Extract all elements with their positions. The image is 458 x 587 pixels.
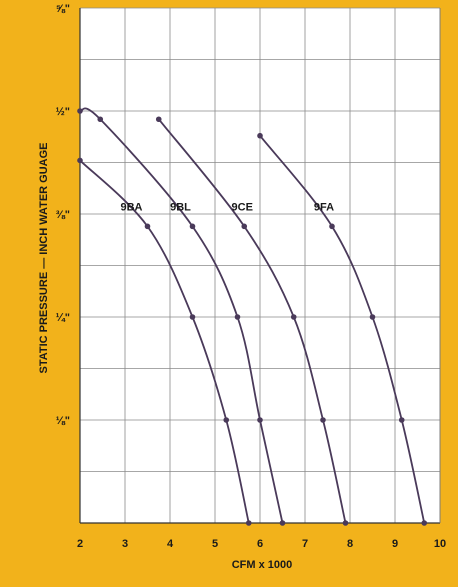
y-axis-label: STATIC PRESSURE — INCH WATER GUAGE bbox=[38, 142, 50, 373]
axes bbox=[79, 8, 441, 524]
data-point bbox=[290, 314, 297, 320]
y-tick-labels: ⅛" ¼" ⅜" ½" ⅝" bbox=[56, 3, 70, 427]
x-tick-label: 9 bbox=[392, 538, 398, 550]
series-labels: 9BA 9BL 9CE 9FA bbox=[120, 201, 334, 213]
data-point bbox=[245, 520, 252, 526]
data-point bbox=[234, 314, 241, 320]
data-point bbox=[398, 417, 405, 423]
y-tick-label: ½" bbox=[56, 106, 70, 118]
data-point bbox=[144, 223, 151, 230]
x-tick-label: 4 bbox=[167, 538, 174, 550]
series-label-9ce: 9CE bbox=[232, 201, 253, 213]
data-point bbox=[77, 157, 83, 164]
y-tick-label: ⅛" bbox=[56, 415, 70, 427]
x-tick-label: 5 bbox=[212, 538, 218, 550]
data-point bbox=[421, 520, 428, 526]
data-point bbox=[189, 314, 196, 320]
x-tick-label: 7 bbox=[302, 538, 308, 550]
data-point bbox=[97, 116, 104, 123]
data-point bbox=[223, 417, 230, 423]
series-label-9ba: 9BA bbox=[120, 201, 142, 213]
x-tick-label: 2 bbox=[77, 538, 83, 550]
y-tick-label: ⅝" bbox=[56, 3, 70, 15]
series-label-9fa: 9FA bbox=[314, 201, 334, 213]
data-point bbox=[77, 108, 83, 114]
data-point bbox=[257, 417, 263, 423]
data-point bbox=[369, 314, 376, 320]
data-point bbox=[257, 132, 263, 139]
data-point bbox=[241, 223, 248, 230]
x-tick-label: 8 bbox=[347, 538, 353, 550]
series-label-9bl: 9BL bbox=[170, 201, 191, 213]
series-points bbox=[77, 108, 428, 526]
data-point bbox=[320, 417, 326, 423]
data-point bbox=[155, 116, 162, 123]
data-point bbox=[342, 520, 349, 526]
x-tick-label: 3 bbox=[122, 538, 128, 550]
x-axis-label: CFM x 1000 bbox=[232, 559, 293, 571]
x-tick-labels: 2 3 4 5 6 7 8 9 10 bbox=[77, 538, 446, 550]
data-point bbox=[189, 223, 196, 230]
x-tick-label: 10 bbox=[434, 538, 446, 550]
data-point bbox=[279, 520, 286, 526]
data-point bbox=[329, 223, 335, 230]
y-tick-label: ¼" bbox=[56, 312, 70, 324]
y-tick-label: ⅜" bbox=[56, 209, 70, 221]
x-tick-label: 6 bbox=[257, 538, 263, 550]
